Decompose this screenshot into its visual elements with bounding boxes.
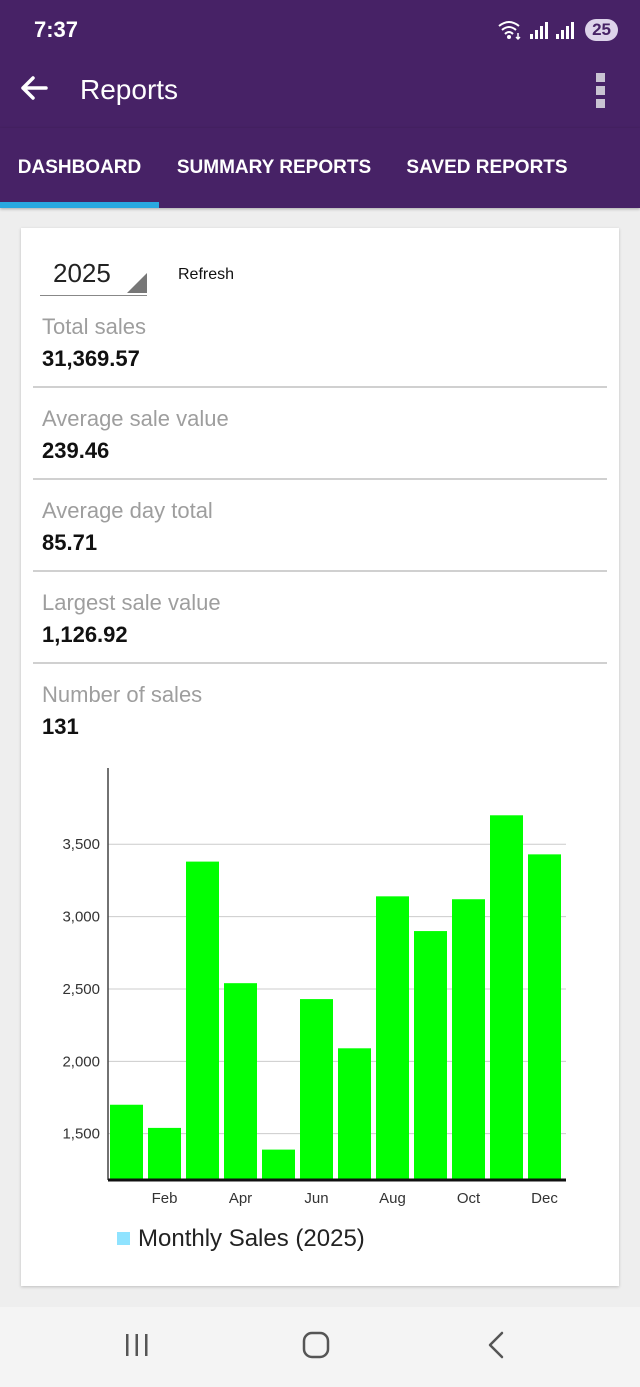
signal-icon [529, 20, 549, 40]
x-tick-label: Aug [379, 1190, 406, 1207]
status-time: 7:37 [34, 17, 79, 42]
x-tick-label: Oct [457, 1190, 481, 1207]
divider [33, 570, 607, 572]
page-title: Reports [80, 74, 179, 105]
stat-label: Total sales [42, 314, 146, 339]
divider [33, 662, 607, 664]
recent-apps-button[interactable] [112, 1327, 162, 1367]
tab-saved-reports[interactable]: SAVED REPORTS [406, 157, 568, 178]
monthly-sales-chart: 1,500 2,000 2,500 3,000 3,500 Feb Apr Jun Aug Oct… [62, 768, 566, 1207]
bar-nov [490, 815, 523, 1180]
bar-apr [224, 983, 257, 1180]
x-tick-label: Feb [152, 1190, 178, 1207]
legend-label: Monthly Sales (2025) [138, 1225, 365, 1252]
dashboard-card: 2025 Refresh Total sales 31,369.57 Avera… [21, 228, 619, 1286]
status-bar: 7:37 25 [0, 0, 640, 60]
bar-jun [300, 999, 333, 1180]
tab-dashboard[interactable]: DASHBOARD [17, 157, 142, 178]
bar-dec [528, 854, 561, 1180]
dropdown-arrow-icon [127, 273, 147, 293]
bar-sep [414, 931, 447, 1180]
y-tick-label: 3,000 [62, 909, 100, 926]
stat-label: Number of sales [42, 682, 203, 707]
y-tick-label: 2,500 [62, 981, 100, 998]
stat-value: 31,369.57 [42, 346, 140, 371]
status-icons: 25 [497, 17, 618, 43]
refresh-button[interactable]: Refresh [178, 266, 235, 283]
y-tick-label: 1,500 [62, 1126, 100, 1143]
battery-badge: 25 [585, 19, 618, 41]
system-nav-bar [0, 1307, 640, 1387]
tab-summary-reports[interactable]: SUMMARY REPORTS [176, 157, 372, 178]
year-value: 2025 [53, 258, 111, 288]
bar-oct [452, 899, 485, 1180]
stat-label: Average day total [42, 498, 213, 523]
bar-may [262, 1149, 295, 1180]
stat-value: 239.46 [42, 438, 110, 463]
bar-feb [148, 1127, 181, 1180]
back-icon [484, 1330, 508, 1365]
bar-mar [186, 861, 219, 1180]
home-button[interactable] [291, 1327, 341, 1367]
bar-jul [338, 1048, 371, 1180]
x-tick-label: Jun [304, 1190, 328, 1207]
app-bar: Reports [0, 60, 640, 128]
x-tick-label: Apr [229, 1190, 252, 1207]
home-icon [301, 1330, 331, 1365]
stat-value: 131 [42, 714, 79, 739]
y-tick-label: 2,000 [62, 1053, 100, 1070]
arrow-left-icon [18, 72, 50, 109]
x-tick-label: Dec [531, 1190, 558, 1207]
stat-label: Average sale value [42, 406, 229, 431]
year-select[interactable]: 2025 [40, 252, 147, 296]
stat-value: 85.71 [42, 530, 98, 555]
tab-indicator [0, 202, 159, 208]
divider [33, 478, 607, 480]
bar-aug [376, 896, 409, 1180]
recent-apps-icon [122, 1331, 152, 1364]
legend-swatch [117, 1232, 130, 1245]
divider [33, 386, 607, 388]
signal-icon-2 [555, 20, 575, 40]
back-nav-button[interactable] [471, 1327, 521, 1367]
back-button[interactable] [14, 70, 54, 110]
y-tick-label: 3,500 [62, 836, 100, 853]
stat-value: 1,126.92 [42, 622, 128, 647]
more-vert-icon[interactable] [590, 70, 610, 110]
tab-bar: DASHBOARD SUMMARY REPORTS SAVED REPORTS [0, 128, 640, 208]
wifi-icon [497, 19, 523, 41]
bar-jan [110, 1104, 143, 1180]
stat-label: Largest sale value [42, 590, 221, 615]
